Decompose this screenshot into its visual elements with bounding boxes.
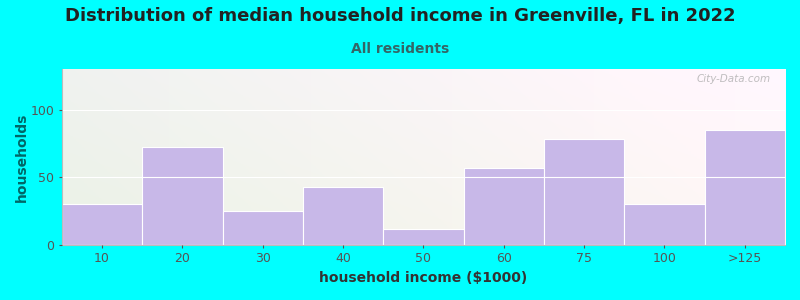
Text: City-Data.com: City-Data.com: [697, 74, 770, 84]
Bar: [383, 229, 464, 245]
Bar: [544, 139, 624, 245]
Text: Distribution of median household income in Greenville, FL in 2022: Distribution of median household income …: [65, 8, 735, 26]
Bar: [142, 147, 222, 245]
Bar: [624, 204, 705, 245]
Bar: [62, 204, 142, 245]
Text: All residents: All residents: [351, 42, 449, 56]
Bar: [705, 130, 785, 245]
X-axis label: household income ($1000): household income ($1000): [319, 271, 527, 285]
Bar: [464, 168, 544, 245]
Bar: [303, 187, 383, 245]
Bar: [222, 211, 303, 245]
Y-axis label: households: households: [15, 112, 29, 202]
